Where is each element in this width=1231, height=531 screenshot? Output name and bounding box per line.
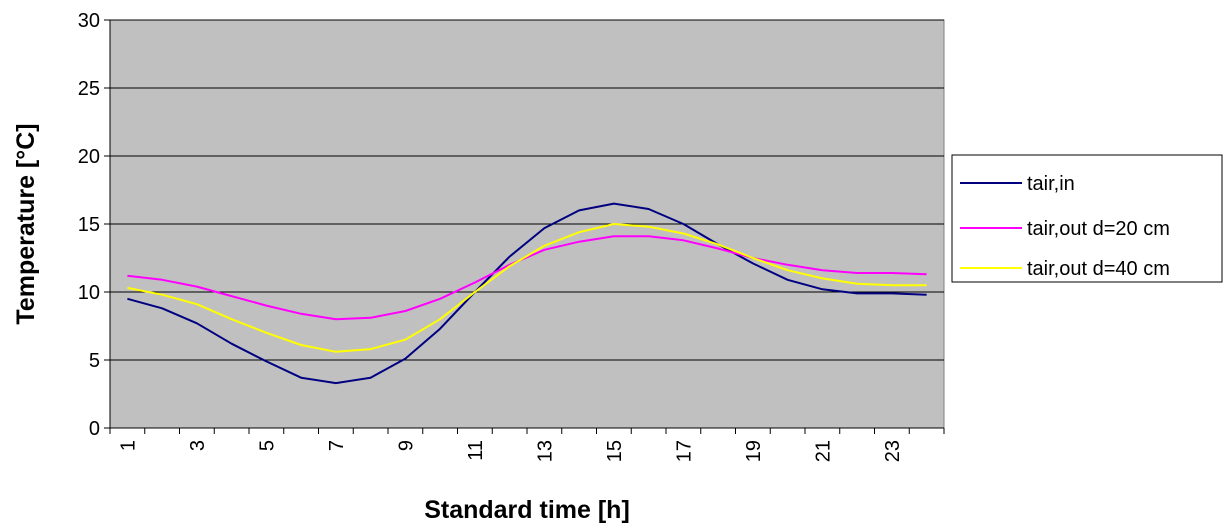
x-tick-label: 17: [673, 440, 695, 462]
y-tick-label: 20: [78, 146, 100, 168]
x-tick-label: 15: [604, 440, 626, 462]
legend-label-2: tair,out d=20 cm: [1027, 218, 1170, 240]
legend: tair,in tair,out d=20 cm tair,out d=40 cm: [951, 154, 1223, 283]
x-tick-label: 3: [187, 440, 209, 451]
x-tick-label: 13: [534, 440, 556, 462]
grid-lines: [110, 19, 944, 361]
x-tick-label: 21: [812, 440, 834, 462]
x-axis-ticks: 1 3 5 7 9 11 13 15 17 19 21 23: [109, 428, 945, 462]
series-line-3: [127, 223, 927, 353]
y-tick-label: 0: [89, 418, 100, 440]
y-tick-label: 30: [78, 10, 100, 32]
series-line-1: [127, 202, 927, 385]
y-tick-label: 15: [78, 214, 100, 236]
legend-label-1: tair,in: [1027, 173, 1075, 195]
y-axis-title: Temperature [°C]: [12, 123, 40, 324]
legend-label-3: tair,out d=40 cm: [1027, 258, 1170, 280]
y-tick-label: 10: [78, 282, 100, 304]
legend-box: [951, 154, 1223, 283]
x-tick-label: 19: [743, 440, 765, 462]
series-lines: [127, 202, 927, 385]
x-tick-label: 23: [882, 440, 904, 462]
x-tick-label: 5: [256, 440, 278, 451]
x-tick-label: 9: [395, 440, 417, 451]
y-tick-label: 25: [78, 78, 100, 100]
x-tick-label: 11: [465, 440, 487, 461]
x-tick-label: 1: [117, 440, 139, 451]
series-line-2: [127, 235, 927, 321]
y-tick-label: 5: [89, 350, 100, 372]
x-axis-title: Standard time [h]: [424, 496, 630, 524]
y-axis-ticks: 0 5 10 15 20 25 30: [78, 10, 110, 440]
x-tick-label: 7: [326, 440, 348, 451]
